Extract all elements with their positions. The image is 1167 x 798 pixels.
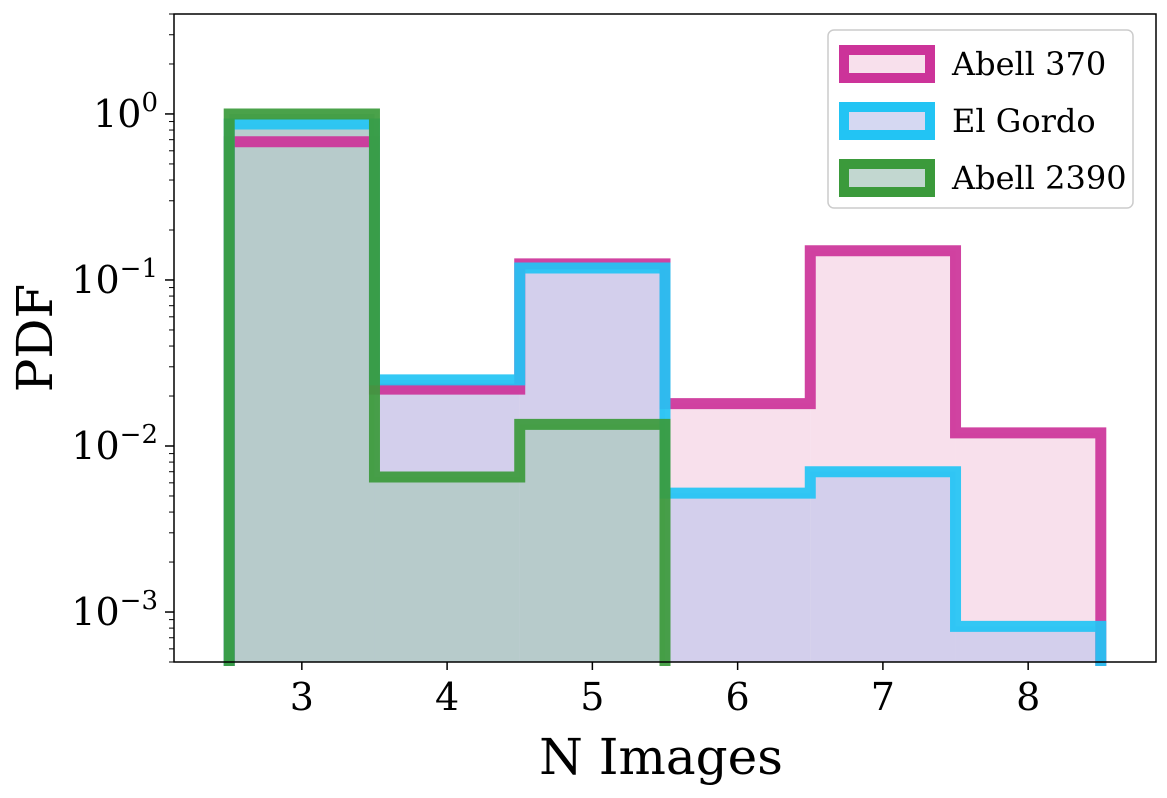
y-tick-label: 10−1 (71, 254, 158, 302)
y-axis-label: PDF (6, 284, 64, 392)
abell-2390-step-line (223, 108, 671, 666)
abell-2390-legend-swatch (839, 159, 935, 197)
el-gordo-legend-swatch (839, 102, 935, 140)
plot-frame (173, 13, 1157, 663)
abell-370-legend-swatch (839, 45, 935, 83)
x-tick-label: 4 (435, 675, 459, 719)
x-tick-label: 3 (290, 675, 314, 719)
x-tick-label: 7 (871, 675, 895, 719)
el-gordo-legend-label: El Gordo (952, 102, 1096, 140)
abell-2390-bar-fill-1 (374, 477, 520, 662)
el-gordo-bar-fill-3 (665, 493, 811, 662)
abell-2390-legend-label: Abell 2390 (951, 159, 1127, 197)
y-tick-label: 100 (93, 88, 158, 136)
fills-layer (229, 113, 1101, 663)
x-tick-label: 8 (1016, 675, 1040, 719)
x-axis-label: N Images (539, 728, 783, 786)
abell-370-legend-label: Abell 370 (951, 45, 1106, 83)
el-gordo-bar-fill-5 (955, 626, 1101, 662)
x-tick-label: 5 (580, 675, 604, 719)
lines-layer (223, 108, 1107, 666)
x-tick-label: 6 (726, 675, 750, 719)
abell-2390-bar-fill-2 (519, 424, 665, 662)
y-tick-label: 10−3 (71, 586, 158, 634)
abell-2390-bar-fill-0 (229, 113, 375, 663)
el-gordo-bar-fill-4 (810, 471, 956, 662)
y-tick-label: 10−2 (71, 420, 158, 468)
legend: Abell 370 El Gordo Abell 2390 (827, 29, 1134, 209)
ticks-layer: 3 4 5 6 7 8 100 10−1 10−2 10−3 (71, 13, 1040, 719)
